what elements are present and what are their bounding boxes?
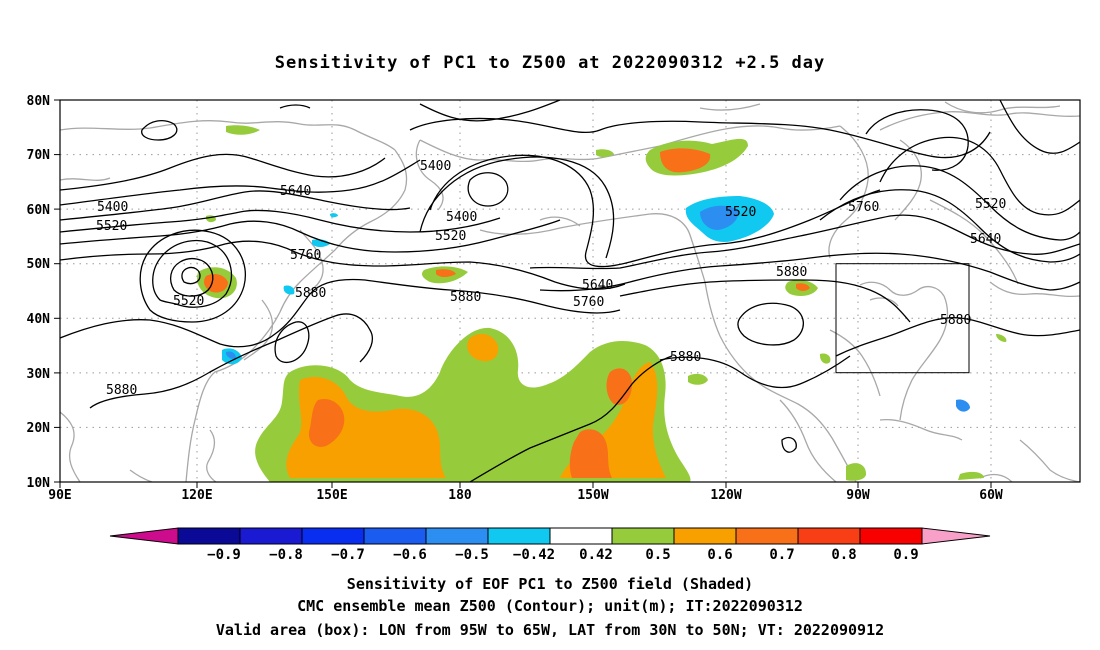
contour-label: 5760	[573, 295, 604, 310]
lat-label: 30N	[27, 367, 51, 382]
colorbar-segment	[177, 527, 241, 545]
contour-label: 5400	[97, 200, 128, 215]
contour-label: 5520	[96, 219, 127, 234]
colorbar-label: −0.5	[455, 547, 489, 563]
colorbar-segment	[859, 527, 923, 545]
colorbar: −0.9 −0.8 −0.7 −0.6 −0.5 −0.42 0.42 0.5 0.6 0.7 0.…	[109, 527, 991, 563]
contour-label: 5400	[420, 159, 451, 174]
valid-area-box	[835, 263, 970, 374]
colorbar-segment	[611, 527, 675, 545]
contour-label: 5640	[970, 232, 1001, 247]
contour-label: 5640	[280, 184, 311, 199]
caption-line-2: CMC ensemble mean Z500 (Contour); unit(m…	[297, 597, 803, 615]
map-title: Sensitivity of PC1 to Z500 at 2022090312…	[275, 53, 826, 73]
contour-label: 5880	[450, 290, 481, 305]
contour-label: 5880	[776, 265, 807, 280]
colorbar-label: 0.6	[707, 547, 732, 563]
caption-line-1: Sensitivity of EOF PC1 to Z500 field (Sh…	[347, 575, 753, 593]
contour-label: 5880	[106, 383, 137, 398]
lat-label: 50N	[27, 257, 51, 272]
colorbar-label: 0.8	[831, 547, 856, 563]
z500-contours	[60, 100, 1080, 482]
lon-label: 120W	[710, 488, 741, 503]
colorbar-segment	[425, 527, 489, 545]
latitude-labels: 80N 70N 60N 50N 40N 30N 20N 10N	[27, 94, 51, 491]
contour-label: 5760	[848, 200, 879, 215]
contour-label: 5520	[435, 229, 466, 244]
caption-line-3: Valid area (box): LON from 95W to 65W, L…	[216, 621, 884, 639]
longitude-labels: 90E 120E 150E 180 150W 120W 90W 60W	[48, 488, 1003, 503]
colorbar-label: −0.42	[513, 547, 555, 563]
contour-label: 5880	[295, 286, 326, 301]
colorbar-segment	[673, 527, 737, 545]
lon-label: 60W	[979, 488, 1003, 503]
lon-label: 180	[448, 488, 472, 503]
contour-label: 5760	[290, 248, 321, 263]
lon-label: 90W	[846, 488, 870, 503]
lat-label: 80N	[27, 94, 51, 109]
colorbar-segment	[363, 527, 427, 545]
lon-label: 120E	[181, 488, 212, 503]
colorbar-arrow-left	[109, 527, 179, 545]
colorbar-label: 0.9	[893, 547, 918, 563]
lat-label: 10N	[27, 476, 51, 491]
lat-label: 20N	[27, 421, 51, 436]
coastlines	[60, 101, 1080, 482]
contour-label: 5520	[725, 205, 756, 220]
colorbar-label: −0.8	[269, 547, 303, 563]
contour-label: 5880	[670, 350, 701, 365]
lon-label: 150W	[577, 488, 608, 503]
colorbar-segment	[487, 527, 551, 545]
contour-labels: 5400 5520 5640 5400 5400 5520 5520 5760 …	[96, 159, 1006, 398]
contour-label: 5880	[940, 313, 971, 328]
colorbar-label: −0.6	[393, 547, 427, 563]
colorbar-label: 0.42	[579, 547, 613, 563]
map-frame	[59, 99, 1081, 483]
lat-label: 70N	[27, 148, 51, 163]
colorbar-label: 0.5	[645, 547, 670, 563]
lon-label: 150E	[316, 488, 347, 503]
colorbar-segment	[239, 527, 303, 545]
colorbar-arrow-right	[921, 527, 991, 545]
colorbar-segment	[301, 527, 365, 545]
colorbar-segment	[735, 527, 799, 545]
colorbar-label: −0.7	[331, 547, 365, 563]
contour-label: 5640	[582, 278, 613, 293]
colorbar-segment	[549, 527, 613, 545]
lon-label: 90E	[48, 488, 71, 503]
lat-label: 40N	[27, 312, 51, 327]
lat-label: 60N	[27, 203, 51, 218]
colorbar-segment	[797, 527, 861, 545]
colorbar-label: 0.7	[769, 547, 794, 563]
contour-label: 5520	[173, 294, 204, 309]
map-panel: 5400 5520 5640 5400 5400 5520 5520 5760 …	[27, 94, 1081, 503]
contour-label: 5400	[446, 210, 477, 225]
axis-ticks	[54, 99, 992, 488]
sensitivity-shading	[197, 125, 1007, 482]
colorbar-label: −0.9	[207, 547, 241, 563]
contour-label: 5520	[975, 197, 1006, 212]
